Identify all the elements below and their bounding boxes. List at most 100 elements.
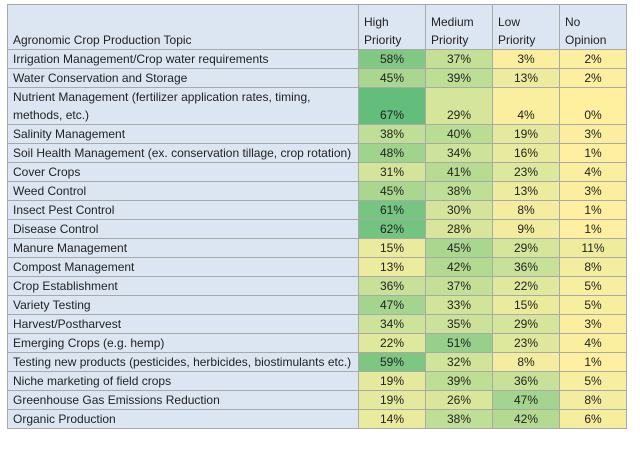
percent-cell: 1% — [559, 352, 627, 372]
table-row: Water Conservation and Storage 45% 39% 13% 2… — [7, 68, 627, 88]
topic-cell: Harvest/Postharvest — [7, 314, 359, 334]
table-row: Cover Crops 31% 41% 23% 4% — [7, 162, 627, 182]
percent-cell: 48% — [358, 143, 426, 163]
percent-cell: 30% — [425, 200, 493, 220]
percent-cell: 15% — [358, 238, 426, 258]
percent-cell: 59% — [358, 352, 426, 372]
percent-cell: 37% — [425, 276, 493, 296]
percent-cell: 8% — [559, 257, 627, 277]
table-row: Niche marketing of field crops 19% 39% 36% 5… — [7, 371, 627, 391]
percent-cell: 1% — [559, 143, 627, 163]
percent-cell: 1% — [559, 200, 627, 220]
percent-cell: 5% — [559, 276, 627, 296]
header-cell: Agronomic Crop Production Topic — [7, 4, 359, 50]
percent-cell: 11% — [559, 238, 627, 258]
table-row: Manure Management 15% 45% 29% 11% — [7, 238, 627, 258]
topic-cell: Testing new products (pesticides, herbic… — [7, 352, 359, 372]
percent-cell: 22% — [358, 333, 426, 353]
percent-cell: 45% — [358, 68, 426, 88]
percent-cell: 8% — [559, 390, 627, 410]
table-row: Testing new products (pesticides, herbic… — [7, 352, 627, 372]
percent-cell: 4% — [559, 162, 627, 182]
percent-cell: 67% — [358, 87, 426, 125]
percent-cell: 28% — [425, 219, 493, 239]
percent-cell: 41% — [425, 162, 493, 182]
percent-cell: 3% — [559, 314, 627, 334]
topic-cell: Irrigation Management/Crop water require… — [7, 49, 359, 69]
percent-cell: 19% — [358, 390, 426, 410]
percent-cell: 23% — [492, 162, 560, 182]
percent-cell: 2% — [559, 68, 627, 88]
table-row: Variety Testing 47% 33% 15% 5% — [7, 295, 627, 315]
percent-cell: 19% — [492, 124, 560, 144]
table-row: Weed Control 45% 38% 13% 3% — [7, 181, 627, 201]
percent-cell: 31% — [358, 162, 426, 182]
topic-cell: Manure Management — [7, 238, 359, 258]
percent-cell: 23% — [492, 333, 560, 353]
table-row: Crop Establishment 36% 37% 22% 5% — [7, 276, 627, 296]
topic-cell: Emerging Crops (e.g. hemp) — [7, 333, 359, 353]
percent-cell: 3% — [559, 124, 627, 144]
header-row: Agronomic Crop Production Topic High Prio… — [7, 4, 627, 50]
topic-cell: Insect Pest Control — [7, 200, 359, 220]
topic-cell: Greenhouse Gas Emissions Reduction — [7, 390, 359, 410]
percent-cell: 40% — [425, 124, 493, 144]
topic-cell: Water Conservation and Storage — [7, 68, 359, 88]
topic-cell: Weed Control — [7, 181, 359, 201]
topic-cell: Compost Management — [7, 257, 359, 277]
percent-cell: 45% — [425, 238, 493, 258]
percent-cell: 36% — [492, 371, 560, 391]
table-row: Soil Health Management (ex. conservation… — [7, 143, 627, 163]
percent-cell: 1% — [559, 219, 627, 239]
table-row: Nutrient Management (fertilizer applicat… — [7, 87, 627, 125]
percent-cell: 38% — [425, 409, 493, 429]
percent-cell: 16% — [492, 143, 560, 163]
percent-cell: 47% — [492, 390, 560, 410]
percent-cell: 5% — [559, 295, 627, 315]
topic-cell: Disease Control — [7, 219, 359, 239]
table-row: Salinity Management 38% 40% 19% 3% — [7, 124, 627, 144]
percent-cell: 8% — [492, 200, 560, 220]
table-row: Irrigation Management/Crop water require… — [7, 49, 627, 69]
percent-cell: 42% — [425, 257, 493, 277]
percent-cell: 32% — [425, 352, 493, 372]
percent-cell: 26% — [425, 390, 493, 410]
percent-cell: 22% — [492, 276, 560, 296]
header-cell: Low Priority — [492, 4, 560, 50]
percent-cell: 8% — [492, 352, 560, 372]
percent-cell: 38% — [425, 181, 493, 201]
percent-cell: 15% — [492, 295, 560, 315]
table-row: Insect Pest Control 61% 30% 8% 1% — [7, 200, 627, 220]
table-row: Greenhouse Gas Emissions Reduction 19% 26%… — [7, 390, 627, 410]
percent-cell: 39% — [425, 371, 493, 391]
topic-cell: Variety Testing — [7, 295, 359, 315]
table-row: Emerging Crops (e.g. hemp) 22% 51% 23% 4% — [7, 333, 627, 353]
topic-cell: Nutrient Management (fertilizer applicat… — [7, 87, 359, 125]
percent-cell: 51% — [425, 333, 493, 353]
percent-cell: 35% — [425, 314, 493, 334]
percent-cell: 37% — [425, 49, 493, 69]
topic-cell: Cover Crops — [7, 162, 359, 182]
percent-cell: 36% — [492, 257, 560, 277]
percent-cell: 4% — [492, 87, 560, 125]
percent-cell: 3% — [559, 181, 627, 201]
percent-cell: 33% — [425, 295, 493, 315]
percent-cell: 14% — [358, 409, 426, 429]
percent-cell: 42% — [492, 409, 560, 429]
percent-cell: 13% — [492, 68, 560, 88]
percent-cell: 29% — [492, 314, 560, 334]
topic-cell: Crop Establishment — [7, 276, 359, 296]
table-row: Harvest/Postharvest 34% 35% 29% 3% — [7, 314, 627, 334]
percent-cell: 19% — [358, 371, 426, 391]
percent-cell: 34% — [358, 314, 426, 334]
topic-cell: Niche marketing of field crops — [7, 371, 359, 391]
percent-cell: 0% — [559, 87, 627, 125]
priority-table: Agronomic Crop Production Topic High Prio… — [7, 4, 627, 429]
percent-cell: 5% — [559, 371, 627, 391]
topic-cell: Salinity Management — [7, 124, 359, 144]
header-cell: Medium Priority — [425, 4, 493, 50]
percent-cell: 47% — [358, 295, 426, 315]
table-row: Organic Production 14% 38% 42% 6% — [7, 409, 627, 429]
percent-cell: 61% — [358, 200, 426, 220]
